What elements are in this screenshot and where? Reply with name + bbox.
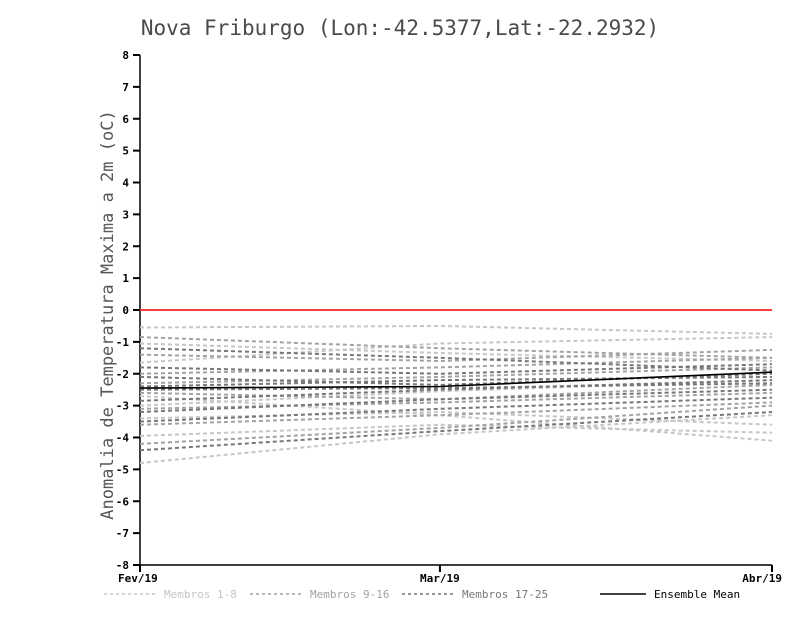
ensemble-member-line: [139, 396, 773, 423]
ensemble-member-line: [139, 336, 773, 359]
ensemble-member-line: [139, 342, 773, 362]
x-tick-label: Fev/19: [118, 572, 158, 585]
y-tick-label: 7: [122, 81, 129, 94]
x-tick-label: Mar/19: [420, 572, 460, 585]
ensemble-member-line: [139, 388, 773, 413]
y-tick-label: -7: [116, 527, 129, 540]
y-tick-label: 3: [122, 208, 129, 221]
y-tick-label: 5: [122, 145, 129, 158]
ensemble-member-line: [139, 324, 773, 335]
ensemble-member-line: [139, 414, 773, 464]
ensemble-member-line: [139, 347, 773, 372]
y-tick-label: 8: [122, 49, 129, 62]
ensemble-member-line: [139, 348, 773, 363]
ensemble-mean-line: [139, 371, 773, 389]
y-tick-label: 4: [122, 177, 129, 190]
y-tick-label: 1: [122, 272, 129, 285]
ensemble-member-line: [139, 401, 773, 426]
chart-title: Nova Friburgo (Lon:-42.5377,Lat:-22.2932…: [140, 16, 660, 40]
y-tick-label: -5: [116, 463, 129, 476]
ensemble-member-line: [139, 391, 773, 410]
legend-label: Ensemble Mean: [654, 588, 740, 601]
ensemble-member-line: [139, 356, 773, 375]
ensemble-member-line: [139, 375, 773, 388]
ensemble-member-line: [139, 404, 773, 445]
y-tick-label: 6: [122, 113, 129, 126]
x-tick-label: Abr/19: [742, 572, 782, 585]
y-tick-label: 2: [122, 240, 129, 253]
legend-label: Membros 9-16: [310, 588, 389, 601]
y-tick-label: -6: [116, 495, 130, 508]
ensemble-member-line: [139, 383, 773, 401]
ensemble-member-line: [139, 382, 773, 391]
legend-label: Membros 1-8: [164, 588, 237, 601]
ensemble-member-line: [139, 366, 773, 385]
ensemble-member-line: [139, 379, 773, 402]
ensemble-member-line: [139, 363, 773, 375]
y-tick-label: 0: [122, 304, 129, 317]
y-tick-label: -1: [116, 336, 130, 349]
y-tick-label: -2: [116, 368, 129, 381]
ensemble-member-line: [139, 423, 773, 437]
y-tick-label: -4: [116, 432, 130, 445]
y-tick-label: -8: [116, 559, 129, 572]
y-tick-label: -3: [116, 400, 129, 413]
legend-label: Membros 17-25: [462, 588, 548, 601]
ensemble-member-line: [139, 410, 773, 426]
ensemble-member-line: [139, 395, 773, 442]
ensemble-member-line: [139, 411, 773, 452]
